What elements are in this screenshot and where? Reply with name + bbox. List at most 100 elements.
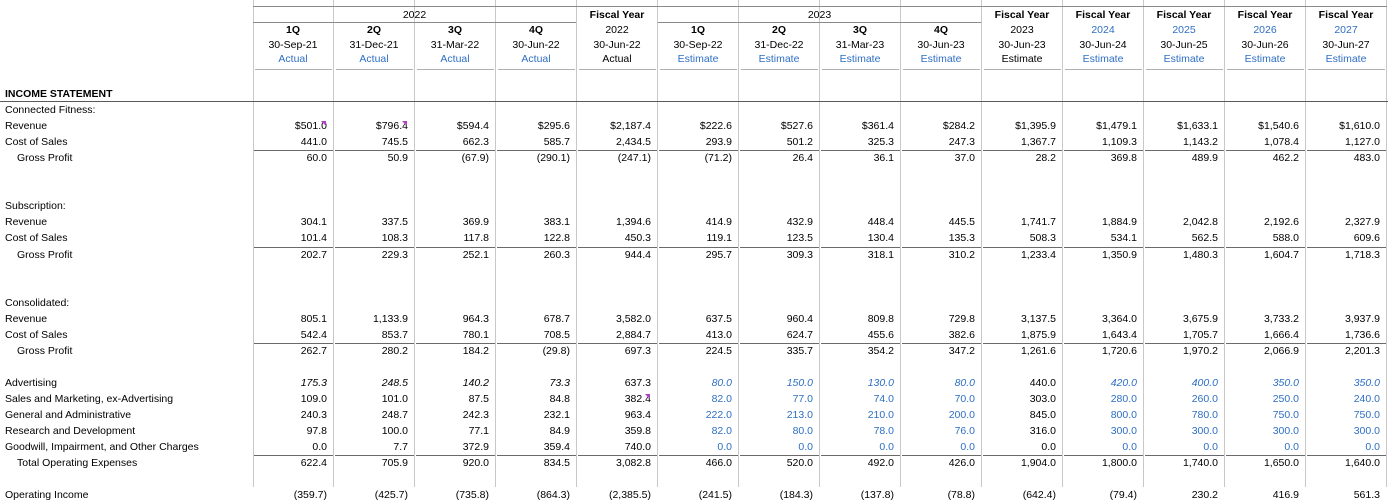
- table-cell[interactable]: 150.0: [786, 376, 813, 389]
- table-cell[interactable]: 416.9: [1272, 489, 1299, 502]
- table-cell[interactable]: 1,394.6: [615, 216, 651, 229]
- table-cell[interactable]: 50.9: [387, 152, 408, 165]
- table-cell[interactable]: $796.4: [375, 120, 408, 133]
- table-cell[interactable]: 920.0: [462, 457, 489, 470]
- table-cell[interactable]: 300.0: [1353, 425, 1380, 438]
- table-cell[interactable]: 359.4: [543, 441, 570, 454]
- table-cell[interactable]: 0.0: [1041, 441, 1056, 454]
- table-cell[interactable]: 337.5: [381, 216, 408, 229]
- table-cell[interactable]: 130.0: [867, 376, 894, 389]
- table-cell[interactable]: 2,434.5: [615, 136, 651, 149]
- table-cell[interactable]: (425.7): [374, 489, 408, 502]
- table-cell[interactable]: 232.1: [543, 409, 570, 421]
- table-cell[interactable]: (184.3): [779, 489, 813, 502]
- table-cell[interactable]: 0.0: [1122, 441, 1137, 454]
- table-cell[interactable]: (137.8): [860, 489, 894, 502]
- table-cell[interactable]: 678.7: [543, 312, 570, 325]
- table-cell[interactable]: 350.0: [1353, 376, 1380, 389]
- table-cell[interactable]: 609.6: [1353, 232, 1380, 245]
- table-cell[interactable]: 964.3: [462, 312, 489, 325]
- table-cell[interactable]: 382.4: [624, 392, 651, 405]
- table-cell[interactable]: 304.1: [300, 216, 327, 229]
- comment-indicator-icon[interactable]: [402, 121, 407, 127]
- table-cell[interactable]: 520.0: [786, 457, 813, 470]
- table-cell[interactable]: 492.0: [867, 457, 894, 470]
- table-cell[interactable]: 123.5: [786, 232, 813, 245]
- table-cell[interactable]: 432.9: [786, 216, 813, 229]
- table-cell[interactable]: 295.7: [705, 248, 732, 261]
- table-cell[interactable]: 834.5: [543, 457, 570, 470]
- table-cell[interactable]: (735.8): [455, 489, 489, 502]
- table-cell[interactable]: 303.0: [1029, 392, 1056, 405]
- table-cell[interactable]: 853.7: [381, 328, 408, 341]
- table-cell[interactable]: 0.0: [960, 441, 975, 454]
- table-cell[interactable]: 354.2: [867, 344, 894, 357]
- table-cell[interactable]: $1,540.6: [1258, 120, 1299, 133]
- table-cell[interactable]: 809.8: [867, 312, 894, 325]
- table-cell[interactable]: $1,610.0: [1339, 120, 1380, 133]
- table-cell[interactable]: 1,720.6: [1101, 344, 1137, 357]
- table-cell[interactable]: 489.9: [1191, 152, 1218, 165]
- table-cell[interactable]: 250.0: [1272, 392, 1299, 405]
- table-cell[interactable]: 213.0: [786, 409, 813, 421]
- table-cell[interactable]: 662.3: [462, 136, 489, 149]
- table-cell[interactable]: 2,327.9: [1344, 216, 1380, 229]
- table-cell[interactable]: 74.0: [873, 392, 894, 405]
- table-cell[interactable]: 260.3: [543, 248, 570, 261]
- table-cell[interactable]: 637.3: [624, 376, 651, 389]
- table-cell[interactable]: 705.9: [381, 457, 408, 470]
- table-cell[interactable]: $284.2: [942, 120, 975, 133]
- table-cell[interactable]: 202.7: [300, 248, 327, 261]
- table-cell[interactable]: (71.2): [704, 152, 732, 165]
- table-cell[interactable]: 359.8: [624, 425, 651, 438]
- table-cell[interactable]: 78.0: [873, 425, 894, 438]
- table-cell[interactable]: 300.0: [1191, 425, 1218, 438]
- table-cell[interactable]: 697.3: [624, 344, 651, 357]
- table-cell[interactable]: 448.4: [867, 216, 894, 229]
- table-cell[interactable]: 73.3: [549, 376, 570, 389]
- table-cell[interactable]: 780.0: [1191, 409, 1218, 421]
- table-cell[interactable]: 318.1: [867, 248, 894, 261]
- table-cell[interactable]: 0.0: [717, 441, 732, 454]
- table-cell[interactable]: 729.8: [948, 312, 975, 325]
- table-cell[interactable]: 800.0: [1110, 409, 1137, 421]
- table-cell[interactable]: 3,364.0: [1101, 312, 1137, 325]
- table-cell[interactable]: 944.4: [624, 248, 651, 261]
- table-cell[interactable]: (79.4): [1109, 489, 1137, 502]
- table-cell[interactable]: 369.8: [1110, 152, 1137, 165]
- table-cell[interactable]: 0.0: [1284, 441, 1299, 454]
- table-cell[interactable]: 293.9: [705, 136, 732, 149]
- table-cell[interactable]: 1,970.2: [1182, 344, 1218, 357]
- table-cell[interactable]: 247.3: [948, 136, 975, 149]
- table-cell[interactable]: 534.1: [1110, 232, 1137, 245]
- table-cell[interactable]: 248.5: [381, 376, 408, 389]
- table-cell[interactable]: 400.0: [1191, 376, 1218, 389]
- table-cell[interactable]: 508.3: [1029, 232, 1056, 245]
- table-cell[interactable]: 82.0: [711, 425, 732, 438]
- table-cell[interactable]: (78.8): [947, 489, 975, 502]
- table-cell[interactable]: 1,884.9: [1101, 216, 1137, 229]
- table-cell[interactable]: 1,740.0: [1182, 457, 1218, 470]
- table-cell[interactable]: 1,643.4: [1101, 328, 1137, 341]
- table-cell[interactable]: 740.0: [624, 441, 651, 454]
- table-cell[interactable]: 82.0: [711, 392, 732, 405]
- table-cell[interactable]: 963.4: [624, 409, 651, 421]
- table-cell[interactable]: 383.1: [543, 216, 570, 229]
- comment-indicator-icon[interactable]: [321, 121, 326, 127]
- table-cell[interactable]: 3,937.9: [1344, 312, 1380, 325]
- table-cell[interactable]: 300.0: [1272, 425, 1299, 438]
- table-cell[interactable]: 1,666.4: [1263, 328, 1299, 341]
- table-cell[interactable]: 117.8: [463, 232, 490, 245]
- table-cell[interactable]: 60.0: [306, 152, 327, 165]
- table-cell[interactable]: 1,143.2: [1182, 136, 1218, 149]
- table-cell[interactable]: 84.8: [549, 392, 570, 405]
- table-cell[interactable]: 76.0: [954, 425, 975, 438]
- table-cell[interactable]: $2,187.4: [610, 120, 651, 133]
- table-cell[interactable]: 140.2: [462, 376, 489, 389]
- table-cell[interactable]: $295.6: [537, 120, 570, 133]
- table-cell[interactable]: 37.0: [954, 152, 975, 165]
- table-cell[interactable]: 347.2: [948, 344, 975, 357]
- table-cell[interactable]: 585.7: [543, 136, 570, 149]
- table-cell[interactable]: 135.3: [948, 232, 975, 245]
- table-cell[interactable]: 350.0: [1272, 376, 1299, 389]
